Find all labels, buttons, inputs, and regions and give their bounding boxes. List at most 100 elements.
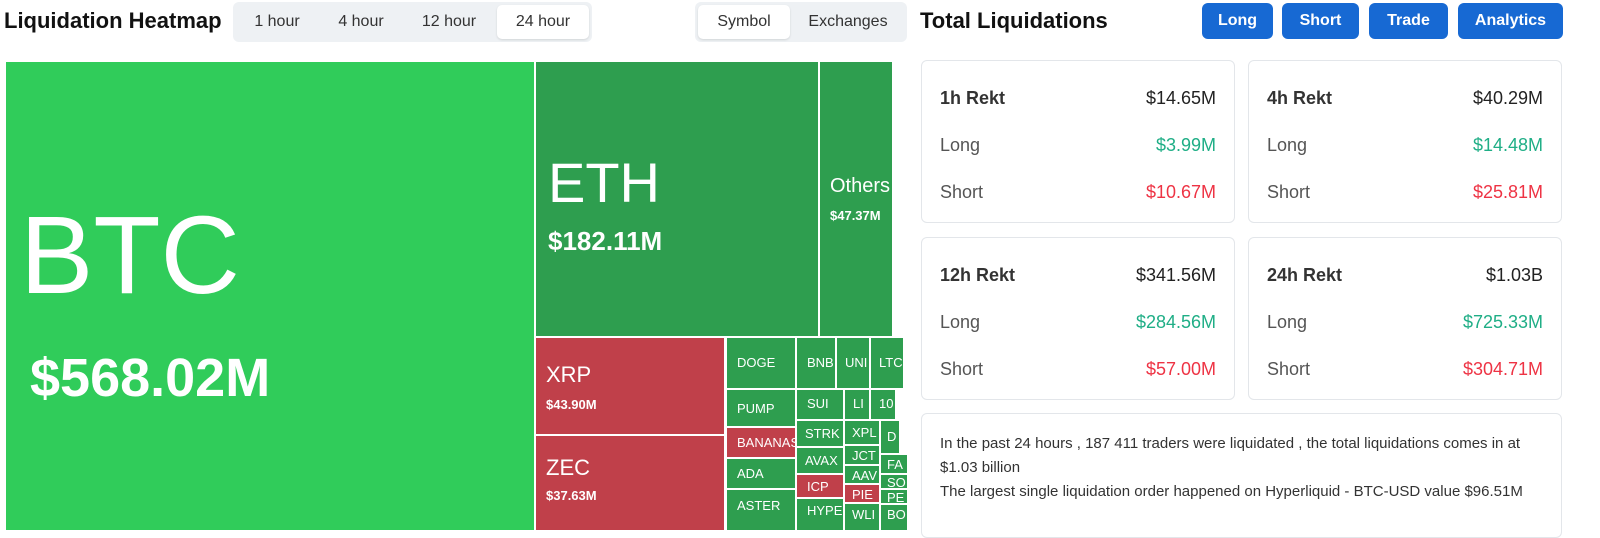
- cell-symbol: D: [887, 429, 897, 444]
- row-label: Long: [1267, 135, 1308, 155]
- treemap-cell: 10: [870, 389, 896, 420]
- treemap-cell: ETH $182.11M: [535, 61, 819, 337]
- cell-symbol: JCT: [852, 448, 876, 463]
- treemap-cell: SO: [880, 474, 908, 489]
- cell-symbol: FA: [887, 457, 903, 472]
- cell-symbol: AVAX: [805, 453, 838, 468]
- row-value: $14.48M: [1472, 135, 1543, 155]
- row-label: Short: [1267, 182, 1311, 202]
- treemap-cell: UNI: [836, 337, 870, 389]
- card-total: $14.65M: [1145, 88, 1216, 108]
- treemap-cell: BO: [880, 504, 908, 531]
- cell-symbol: ETH: [548, 151, 660, 214]
- row-value: $25.81M: [1472, 182, 1543, 202]
- card-total: $1.03B: [1485, 265, 1543, 285]
- treemap-cell: ASTER: [726, 489, 796, 531]
- treemap-cell: PUMP: [726, 389, 796, 427]
- button[interactable]: Short: [1282, 3, 1359, 39]
- cell-symbol: ZEC: [546, 455, 590, 480]
- tab[interactable]: 12 hour: [421, 13, 477, 30]
- button[interactable]: Long: [1202, 3, 1273, 39]
- card-period: 24h Rekt: [1267, 265, 1343, 285]
- button[interactable]: Trade: [1369, 3, 1448, 39]
- cell-symbol: BTC: [20, 194, 240, 317]
- treemap-cell: FA: [880, 454, 908, 474]
- tab[interactable]: Exchanges: [808, 13, 888, 30]
- cell-symbol: 10: [879, 396, 894, 411]
- card-row: Long $725.33M: [1267, 312, 1543, 333]
- row-label: Short: [940, 182, 984, 202]
- note-line: In the past 24 hours , 187 411 traders w…: [940, 435, 1521, 476]
- treemap-cell: WLI: [844, 503, 880, 531]
- cell-symbol: ADA: [737, 466, 764, 481]
- button[interactable]: Analytics: [1458, 3, 1563, 39]
- summary-title: Total Liquidations: [920, 8, 1108, 33]
- treemap-cell: AVAX: [796, 447, 844, 474]
- cell-symbol: STRK: [805, 426, 840, 441]
- cell-symbol: UNI: [845, 355, 868, 370]
- cell-symbol: AAV: [852, 468, 878, 483]
- card-total: $40.29M: [1472, 88, 1543, 108]
- cell-value: $182.11M: [548, 226, 663, 256]
- cell-symbol: SUI: [807, 396, 829, 411]
- cell-symbol: LTC: [879, 355, 903, 370]
- treemap-cell: SUI: [796, 389, 844, 420]
- card-row: Long $3.99M: [940, 135, 1216, 156]
- cell-symbol: PE: [887, 490, 905, 504]
- card-period: 4h Rekt: [1267, 88, 1333, 108]
- cell-symbol: WLI: [852, 507, 876, 522]
- card-row: Short $10.67M: [940, 182, 1216, 203]
- treemap-cell: BTC $568.02M: [5, 61, 535, 531]
- cell-value: $43.90M: [546, 397, 597, 412]
- cell-value: $47.37M: [830, 208, 881, 223]
- cell-symbol: Others: [830, 175, 891, 197]
- treemap-cell: LTC: [870, 337, 904, 389]
- treemap-cell: JCT: [844, 445, 880, 465]
- cell-symbol: PUMP: [737, 401, 775, 416]
- row-value: $284.56M: [1135, 312, 1216, 332]
- treemap-cell: LI: [844, 389, 870, 420]
- row-value: $57.00M: [1145, 359, 1216, 379]
- treemap-cell: ZEC $37.63M: [535, 435, 725, 531]
- card-period: 1h Rekt: [940, 88, 1006, 108]
- card-row: Short $304.71M: [1267, 359, 1543, 380]
- treemap-cell: PIE: [844, 484, 880, 503]
- row-label: Short: [940, 359, 984, 379]
- card-row: Short $25.81M: [1267, 182, 1543, 203]
- rekt-card: 4h Rekt $40.29M Long $14.48M Short $25.81M: [1248, 60, 1562, 223]
- note-line: The largest single liquidation order hap…: [940, 483, 1523, 500]
- card-row: Long $14.48M: [1267, 135, 1543, 156]
- cell-symbol: XPL: [852, 425, 877, 440]
- cell-value: $37.63M: [546, 488, 597, 503]
- tab-active[interactable]: 24 hour: [497, 5, 589, 39]
- treemap-cell: Others $47.37M: [819, 61, 893, 337]
- card-total: $341.56M: [1135, 265, 1216, 285]
- row-value: $304.71M: [1462, 359, 1543, 379]
- treemap-cell: XPL: [844, 420, 880, 445]
- cell-symbol: DOGE: [737, 355, 776, 370]
- cell-value: $568.02M: [30, 348, 271, 408]
- treemap-cell: D: [880, 420, 900, 454]
- note-box: In the past 24 hours , 187 411 traders w…: [921, 413, 1562, 538]
- card-row: Long $284.56M: [940, 312, 1216, 333]
- treemap-cell: DOGE: [726, 337, 796, 389]
- tab[interactable]: 1 hour: [254, 13, 300, 30]
- cell-symbol: BNB: [807, 355, 834, 370]
- rekt-card: 1h Rekt $14.65M Long $3.99M Short $10.67M: [921, 60, 1235, 223]
- card-period: 12h Rekt: [940, 265, 1016, 285]
- row-label: Long: [1267, 312, 1308, 332]
- treemap-cell: PE: [880, 489, 908, 504]
- cell-symbol: XRP: [546, 362, 592, 387]
- cell-symbol: BANANAS: [737, 435, 796, 450]
- tab[interactable]: 4 hour: [338, 13, 384, 30]
- row-value: $725.33M: [1462, 312, 1543, 332]
- treemap: BTC $568.02M ETH $182.11M Others $47.37M XRP $4…: [5, 61, 908, 531]
- card-header: 1h Rekt $14.65M: [940, 88, 1216, 109]
- heatmap-title: Liquidation Heatmap: [4, 8, 222, 33]
- time-tabs: 1 hour 4 hour 12 hour 24 hour: [233, 2, 592, 42]
- cell-symbol: SO: [887, 475, 906, 489]
- card-header: 4h Rekt $40.29M: [1267, 88, 1543, 109]
- row-value: $10.67M: [1145, 182, 1216, 202]
- tab-active[interactable]: Symbol: [698, 5, 790, 39]
